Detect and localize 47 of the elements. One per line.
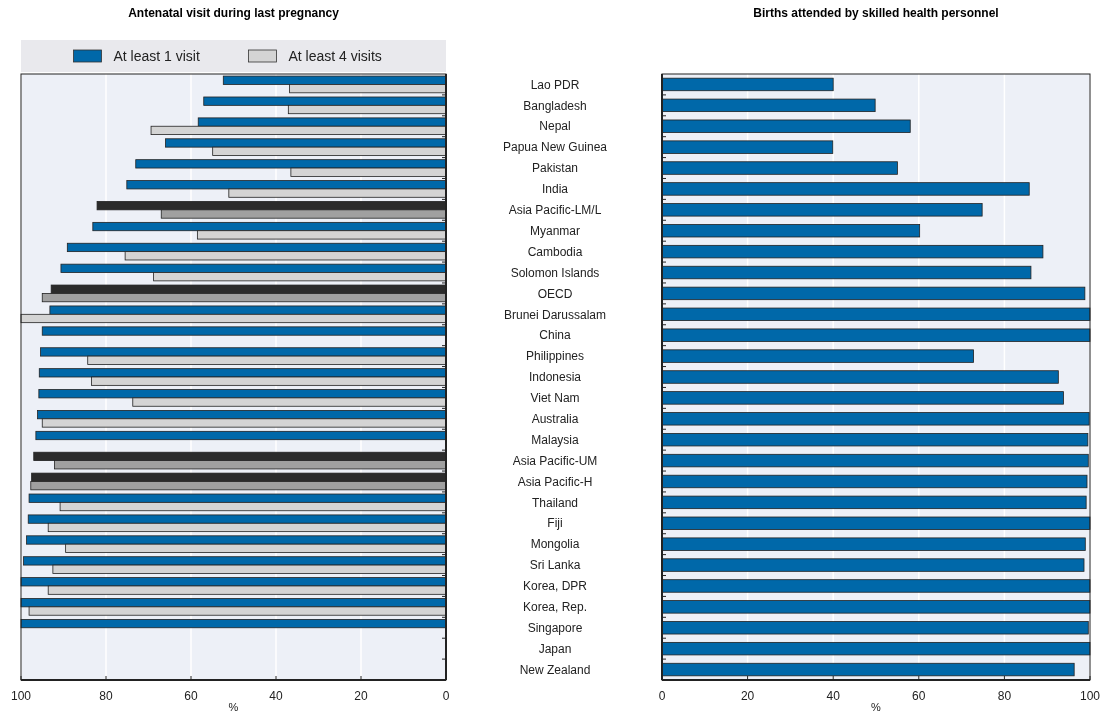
x-axis-title: % (871, 701, 882, 713)
x-tick-label: 100 (1079, 689, 1101, 703)
y-tick-label: Pakistan (531, 161, 579, 176)
chart-title: Births attended by skilled health personnel (753, 6, 999, 20)
y-tick-label: Cambodia (527, 244, 583, 259)
y-tick-label: Sri Lanka (529, 558, 581, 573)
y-tick-label: Bangladesh (523, 98, 587, 113)
chart-title: Antenatal visit during last pregnancy (128, 6, 340, 20)
y-tick-label: Nepal (539, 119, 571, 134)
y-tick-label: Korea, DPR (522, 579, 588, 594)
y-tick-label: New Zealand (519, 662, 591, 677)
y-tick-label: Solomon Islands (510, 265, 600, 280)
y-tick-label: Japan (538, 641, 572, 656)
y-tick-label: Malaysia (531, 432, 579, 447)
y-tick-label: Lao PDR (530, 77, 580, 92)
x-tick-label: 40 (269, 689, 283, 703)
x-tick-label: 80 (99, 689, 113, 703)
y-tick-label: Asia Pacific-H (517, 474, 593, 489)
y-tick-label: Brunei Darussalam (503, 307, 607, 322)
x-tick-label: 0 (658, 689, 666, 703)
y-tick-label: Indonesia (528, 370, 582, 385)
y-tick-label: Papua New Guinea (502, 140, 608, 155)
y-tick-label: Fiji (547, 516, 563, 531)
x-tick-label: 60 (912, 689, 926, 703)
x-axis-title: % (228, 701, 239, 713)
y-tick-label: China (539, 328, 571, 343)
y-tick-label: Korea, Rep. (522, 600, 588, 615)
y-tick-label: Australia (531, 411, 579, 426)
y-tick-label: Viet Nam (530, 391, 580, 406)
legend-label: At least 1 visit (113, 47, 200, 64)
y-tick-label: India (541, 182, 569, 197)
x-tick-label: 20 (354, 689, 368, 703)
y-tick-label: Thailand (531, 495, 579, 510)
x-tick-label: 0 (442, 689, 450, 703)
x-tick-label: 80 (997, 689, 1012, 703)
y-tick-label: OECD (537, 286, 573, 301)
x-tick-label: 100 (10, 689, 32, 703)
x-tick-label: 40 (826, 689, 841, 703)
x-tick-label: 60 (184, 689, 198, 703)
x-tick-label: 20 (740, 689, 755, 703)
legend-label: At least 4 visits (288, 47, 382, 64)
y-tick-label: Singapore (527, 620, 583, 635)
y-tick-label: Philippines (525, 349, 585, 364)
y-tick-label: Myanmar (529, 223, 581, 238)
y-tick-label: Asia Pacific-LM/L (508, 203, 602, 218)
y-tick-label: Asia Pacific-UM (512, 453, 598, 468)
y-tick-label: Mongolia (530, 537, 580, 552)
